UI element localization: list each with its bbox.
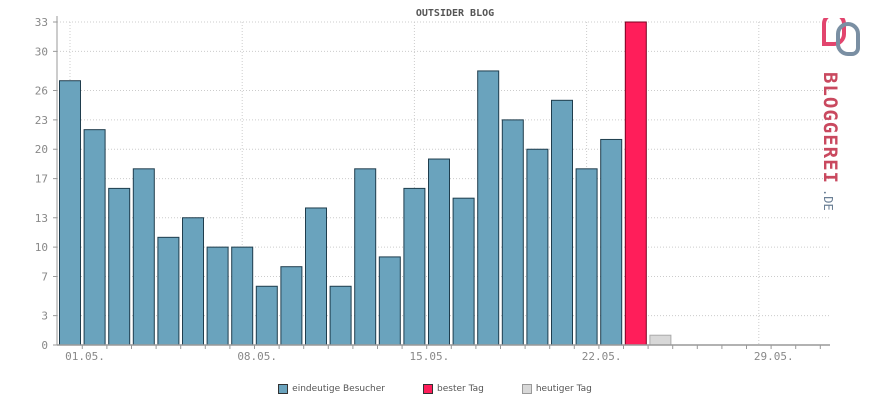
bar-visitors [378,256,401,346]
y-tick-label: 7 [41,270,48,283]
bar-visitors [83,129,106,346]
y-tick-label: 13 [35,212,48,225]
bars [59,21,672,346]
y-tick-label: 26 [35,85,48,98]
bar-visitors [182,217,204,346]
legend-swatch-visitors [278,384,289,394]
legend-label-best-day: bester Tag [437,384,484,394]
bar-visitors [551,99,573,346]
legend-item-today: heutiger Tag [521,384,592,394]
bar-visitors [600,138,623,346]
bar-visitors [206,246,229,346]
bar-visitors [403,187,426,346]
legend-item-best-day: bester Tag [423,384,484,394]
bar-visitors [305,207,327,346]
bar-visitors [354,168,377,346]
y-tick-label: 20 [35,143,48,156]
y-tick-label: 10 [35,241,48,254]
x-tick-label: 01.05. [65,350,105,363]
bar-visitors [329,285,352,346]
x-tick-label: 29.05. [754,350,794,363]
bar-visitors [452,197,475,346]
x-tick-labels: 01.05. 08.05. 15.05. 22.05. 29.05. [65,350,794,363]
bar-visitors [575,168,598,346]
bar-visitors [280,266,303,346]
bar-today [649,334,672,346]
logo-suffix: .DE [821,189,835,211]
x-tick-label: 08.05. [237,350,277,363]
bar-visitors [132,168,155,346]
y-tick-labels: 0 3 7 10 13 17 20 23 26 30 33 [35,16,48,352]
logo-speech-bubble-icon [822,18,846,46]
bar-visitors [428,158,450,346]
y-tick-label: 17 [35,173,48,186]
legend: eindeutige Besucher bester Tag heutiger … [0,384,870,394]
legend-label-today: heutiger Tag [535,384,592,394]
x-tick-label: 15.05. [410,350,450,363]
axes [53,16,830,349]
bar-visitors [108,187,131,346]
legend-swatch-today [521,384,532,394]
legend-item-visitors: eindeutige Besucher [278,384,385,394]
bar-visitors [255,285,278,346]
y-tick-label: 33 [35,16,48,29]
bar-visitors [501,119,524,346]
bloggerei-logo: BLOGGEREI .DE [819,18,860,211]
bar-visitors [59,80,81,346]
x-tick-label: 22.05. [582,350,622,363]
y-tick-label: 3 [41,310,48,323]
bar-visitors [526,148,549,346]
logo-speech-bubble-icon-2 [836,22,860,56]
bar-visitors [157,236,180,346]
y-tick-label: 0 [41,339,48,352]
y-tick-label: 30 [35,45,48,58]
bar-visitors [477,70,500,346]
bar-best-day [624,21,647,346]
chart-title: OUTSIDER BLOG [416,8,494,19]
logo-wordmark: BLOGGEREI [819,72,841,184]
legend-label-visitors: eindeutige Besucher [292,384,385,394]
y-tick-label: 23 [35,114,48,127]
bar-visitors [231,246,254,346]
legend-swatch-best-day [423,384,433,394]
